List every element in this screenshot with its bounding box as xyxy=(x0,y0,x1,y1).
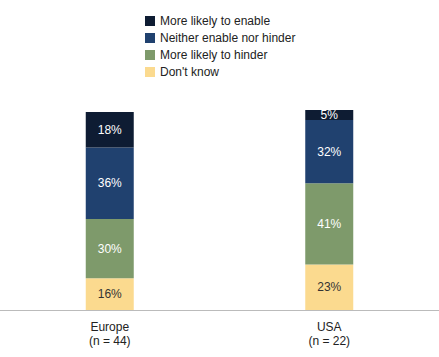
svg-text:32%: 32% xyxy=(317,145,341,159)
svg-text:Don't know: Don't know xyxy=(160,65,219,79)
svg-text:30%: 30% xyxy=(98,242,122,256)
svg-text:41%: 41% xyxy=(317,217,341,231)
svg-text:More likely to enable: More likely to enable xyxy=(160,14,270,28)
svg-text:16%: 16% xyxy=(98,287,122,301)
svg-text:5%: 5% xyxy=(321,108,339,122)
svg-text:USA: USA xyxy=(317,320,342,334)
svg-text:Europe: Europe xyxy=(90,320,129,334)
svg-text:(n = 22): (n = 22) xyxy=(308,334,350,348)
svg-text:Neither enable nor hinder: Neither enable nor hinder xyxy=(160,31,295,45)
svg-text:36%: 36% xyxy=(98,176,122,190)
svg-text:More likely to hinder: More likely to hinder xyxy=(160,48,267,62)
svg-text:18%: 18% xyxy=(98,123,122,137)
svg-text:(n = 44): (n = 44) xyxy=(89,334,131,348)
svg-text:23%: 23% xyxy=(317,280,341,294)
